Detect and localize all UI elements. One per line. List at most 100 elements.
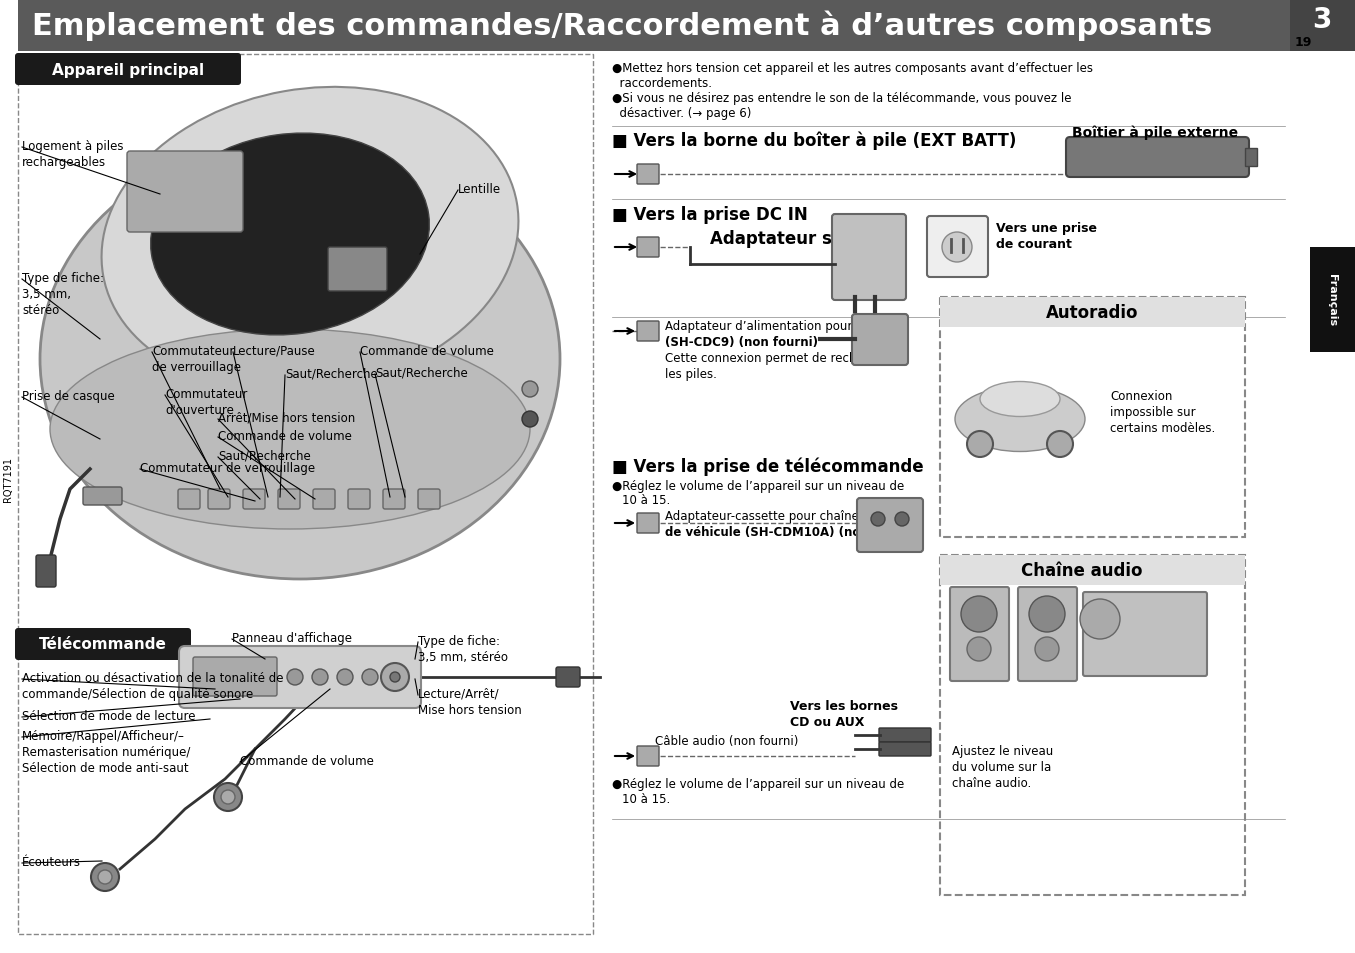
Circle shape <box>961 597 997 633</box>
Text: ■ Vers la borne du boîter à pile (EXT BATT): ■ Vers la borne du boîter à pile (EXT BA… <box>612 132 1016 151</box>
FancyBboxPatch shape <box>950 587 1009 681</box>
Circle shape <box>362 669 378 685</box>
FancyBboxPatch shape <box>637 165 659 185</box>
Text: Télécommande: Télécommande <box>39 637 167 652</box>
Text: Cette connexion permet de recharger: Cette connexion permet de recharger <box>665 352 888 365</box>
FancyBboxPatch shape <box>556 667 580 687</box>
Bar <box>18 55 593 934</box>
Bar <box>1290 0 1355 52</box>
Bar <box>940 556 1245 585</box>
FancyBboxPatch shape <box>879 742 931 757</box>
Text: Écouteurs: Écouteurs <box>22 855 81 868</box>
Circle shape <box>91 863 119 891</box>
Circle shape <box>214 783 243 811</box>
FancyBboxPatch shape <box>328 248 388 292</box>
FancyBboxPatch shape <box>127 152 243 233</box>
Text: Saut/Recherche: Saut/Recherche <box>375 367 467 379</box>
Text: Saut/Recherche: Saut/Recherche <box>218 450 310 462</box>
Ellipse shape <box>41 140 560 579</box>
Circle shape <box>390 672 400 682</box>
Bar <box>18 0 1290 52</box>
FancyBboxPatch shape <box>243 490 266 510</box>
Text: Emplacement des commandes/Raccordement à d’autres composants: Emplacement des commandes/Raccordement à… <box>33 10 1213 41</box>
Text: de véhicule (SH-CDM10A) (non fourni): de véhicule (SH-CDM10A) (non fourni) <box>665 525 917 538</box>
FancyBboxPatch shape <box>637 514 659 534</box>
Text: les piles.: les piles. <box>665 368 717 380</box>
FancyBboxPatch shape <box>856 498 923 553</box>
FancyBboxPatch shape <box>1018 587 1077 681</box>
Bar <box>1245 149 1257 167</box>
FancyBboxPatch shape <box>852 314 908 366</box>
Ellipse shape <box>955 387 1085 452</box>
Bar <box>1310 248 1355 353</box>
Text: RQT7191: RQT7191 <box>3 457 14 502</box>
FancyBboxPatch shape <box>178 490 201 510</box>
FancyBboxPatch shape <box>15 54 241 86</box>
Text: certains modèles.: certains modèles. <box>1110 421 1215 435</box>
Text: Connexion: Connexion <box>1110 390 1172 402</box>
Circle shape <box>871 513 885 526</box>
FancyBboxPatch shape <box>927 216 988 277</box>
FancyBboxPatch shape <box>179 646 421 708</box>
Circle shape <box>337 669 354 685</box>
FancyBboxPatch shape <box>879 728 931 742</box>
FancyBboxPatch shape <box>637 746 659 766</box>
FancyBboxPatch shape <box>278 490 299 510</box>
Text: Mémoire/Rappel/Afficheur/–
Remasterisation numérique/
Sélection de mode anti-sau: Mémoire/Rappel/Afficheur/– Remasterisati… <box>22 729 190 774</box>
Circle shape <box>287 669 304 685</box>
Text: Commande de volume: Commande de volume <box>240 754 374 767</box>
Text: 10 à 15.: 10 à 15. <box>622 494 671 506</box>
FancyBboxPatch shape <box>383 490 405 510</box>
Circle shape <box>967 638 991 661</box>
Text: Commande de volume: Commande de volume <box>360 345 493 357</box>
FancyBboxPatch shape <box>209 490 230 510</box>
Text: Type de fiche:
3,5 mm, stéréo: Type de fiche: 3,5 mm, stéréo <box>417 635 508 663</box>
FancyBboxPatch shape <box>83 488 122 505</box>
Text: Panneau d'affichage: Panneau d'affichage <box>232 631 352 644</box>
Circle shape <box>381 663 409 691</box>
Circle shape <box>1035 638 1060 661</box>
FancyBboxPatch shape <box>832 214 906 301</box>
FancyBboxPatch shape <box>313 490 335 510</box>
Text: ■ Vers la prise DC IN: ■ Vers la prise DC IN <box>612 206 808 224</box>
Text: Saut/Recherche: Saut/Recherche <box>285 368 378 380</box>
FancyBboxPatch shape <box>417 490 440 510</box>
FancyBboxPatch shape <box>637 322 659 341</box>
Text: Commutateur
de verrouillage: Commutateur de verrouillage <box>152 345 241 374</box>
Text: ●Si vous ne désirez pas entendre le son de la télécommande, vous pouvez le: ●Si vous ne désirez pas entendre le son … <box>612 91 1072 105</box>
Text: Lecture/Arrêt/
Mise hors tension: Lecture/Arrêt/ Mise hors tension <box>417 687 522 717</box>
Text: ■ Vers la prise de télécommande: ■ Vers la prise de télécommande <box>612 457 924 476</box>
Circle shape <box>1047 432 1073 457</box>
Text: Adaptateur d’alimentation pour véhicule: Adaptateur d’alimentation pour véhicule <box>665 319 905 333</box>
Text: ●Réglez le volume de l’appareil sur un niveau de: ●Réglez le volume de l’appareil sur un n… <box>612 479 904 493</box>
FancyBboxPatch shape <box>37 556 56 587</box>
Text: Vers une prise: Vers une prise <box>996 222 1098 234</box>
Circle shape <box>221 790 234 804</box>
Text: Lecture/Pause: Lecture/Pause <box>233 345 316 357</box>
Text: du volume sur la: du volume sur la <box>953 760 1051 773</box>
Bar <box>940 297 1245 328</box>
Bar <box>940 297 1245 537</box>
FancyBboxPatch shape <box>348 490 370 510</box>
Text: impossible sur: impossible sur <box>1110 406 1195 418</box>
Text: raccordements.: raccordements. <box>612 77 711 90</box>
Circle shape <box>1028 597 1065 633</box>
Text: Adaptateur secteur: Adaptateur secteur <box>710 230 893 248</box>
Bar <box>940 556 1245 895</box>
Text: Appareil principal: Appareil principal <box>51 63 205 77</box>
Text: Ajustez le niveau: Ajustez le niveau <box>953 744 1053 758</box>
Text: ●Réglez le volume de l’appareil sur un niveau de: ●Réglez le volume de l’appareil sur un n… <box>612 778 904 790</box>
FancyBboxPatch shape <box>1066 138 1249 178</box>
Text: Type de fiche:
3,5 mm,
stéréo: Type de fiche: 3,5 mm, stéréo <box>22 272 104 316</box>
Text: Câble audio (non fourni): Câble audio (non fourni) <box>654 734 798 747</box>
Text: Logement à piles
rechargeables: Logement à piles rechargeables <box>22 140 123 169</box>
Text: 19: 19 <box>1295 36 1313 50</box>
Text: Vers les bornes: Vers les bornes <box>790 700 898 712</box>
Circle shape <box>1080 599 1121 639</box>
Text: Boîtier à pile externe: Boîtier à pile externe <box>1072 126 1238 140</box>
Text: chaîne audio.: chaîne audio. <box>953 776 1031 789</box>
Text: 3: 3 <box>1312 6 1332 34</box>
Circle shape <box>312 669 328 685</box>
Circle shape <box>98 870 112 884</box>
Ellipse shape <box>150 134 430 335</box>
